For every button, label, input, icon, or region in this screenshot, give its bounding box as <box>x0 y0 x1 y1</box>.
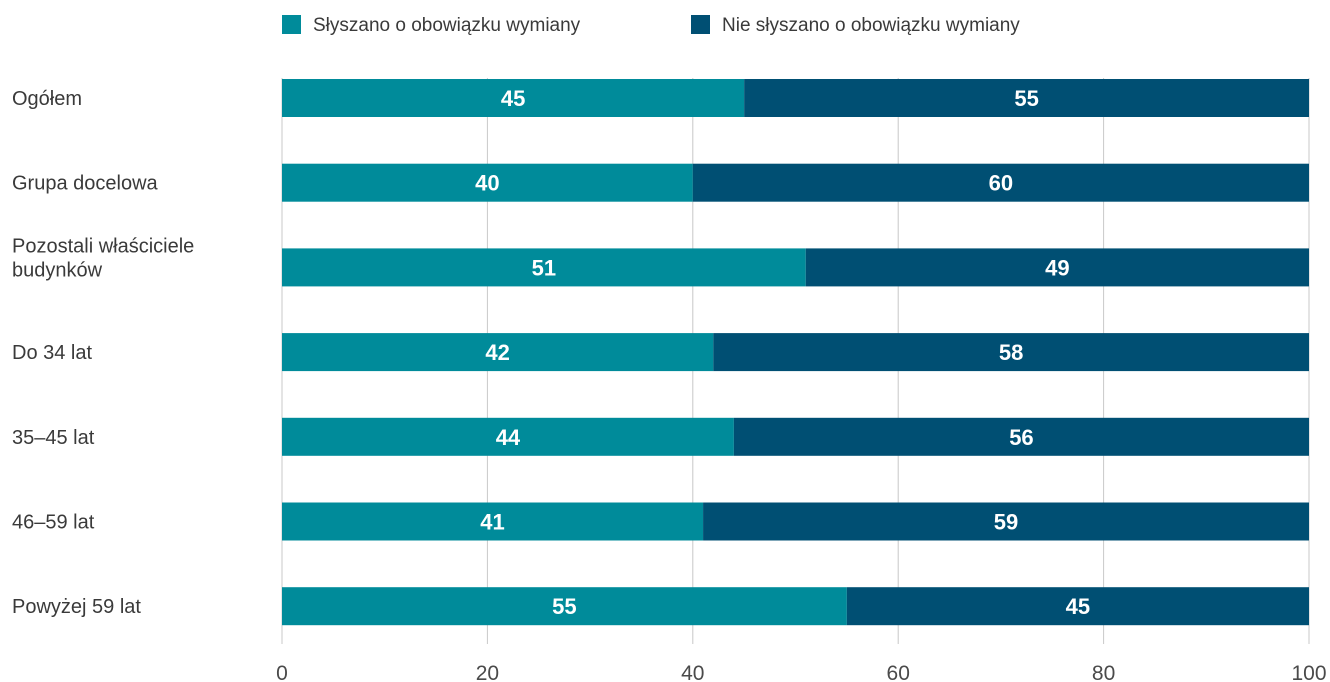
category-label-row3: Pozostali właściciele budynków <box>12 235 194 281</box>
bar-series2-row4 <box>713 333 1309 372</box>
bar-series2-row7 <box>846 587 1309 626</box>
bar-series1-row5 <box>282 417 734 456</box>
bar-series1-row3 <box>282 248 806 287</box>
value-label-series2-row3: 49 <box>1045 255 1069 280</box>
bar-series2-row5 <box>733 417 1309 456</box>
x-tick-label-80: 80 <box>1092 662 1115 682</box>
bar-series1-row6 <box>282 502 704 541</box>
bar-series1-row2 <box>282 163 693 202</box>
legend-label-2: Nie słyszano o obowiązku wymiany <box>722 15 1020 36</box>
bar-series1-row4 <box>282 333 714 372</box>
value-label-series1-row5: 44 <box>496 425 521 450</box>
legend-swatch-1 <box>282 15 301 34</box>
legend-swatch-2 <box>691 15 710 34</box>
bar-series2-row2 <box>692 163 1309 202</box>
bar-series1-row1 <box>282 79 745 117</box>
category-label-row1: Ogółem <box>12 88 82 110</box>
x-tick-label-20: 20 <box>476 662 499 682</box>
value-label-series1-row7: 55 <box>552 594 576 619</box>
value-label-series1-row6: 41 <box>480 510 504 535</box>
value-label-series2-row5: 56 <box>1009 425 1033 450</box>
bar-series1-row7 <box>282 587 847 626</box>
value-label-series1-row3: 51 <box>532 255 556 280</box>
value-label-series1-row1: 45 <box>501 86 525 111</box>
value-label-series1-row2: 40 <box>475 171 499 196</box>
value-label-series2-row6: 59 <box>994 510 1018 535</box>
x-tick-label-0: 0 <box>276 662 288 682</box>
value-label-series2-row7: 45 <box>1066 594 1090 619</box>
bar-series2-row3 <box>805 248 1309 287</box>
category-label-row2: Grupa docelowa <box>12 173 159 195</box>
value-label-series2-row1: 55 <box>1014 86 1038 111</box>
category-label-row7: Powyżej 59 lat <box>12 596 141 618</box>
category-label-row4: Do 34 lat <box>12 342 92 364</box>
x-tick-label-60: 60 <box>887 662 910 682</box>
x-tick-label-100: 100 <box>1291 662 1326 682</box>
x-tick-label-40: 40 <box>681 662 704 682</box>
value-label-series2-row4: 58 <box>999 340 1023 365</box>
bar-series2-row6 <box>703 502 1309 541</box>
value-label-series2-row2: 60 <box>989 171 1013 196</box>
category-label-row5: 35–45 lat <box>12 427 95 449</box>
value-label-series1-row4: 42 <box>485 340 509 365</box>
legend-label-1: Słyszano o obowiązku wymiany <box>313 15 581 36</box>
category-label-row6: 46–59 lat <box>12 512 95 534</box>
bar-series2-row1 <box>744 79 1309 117</box>
